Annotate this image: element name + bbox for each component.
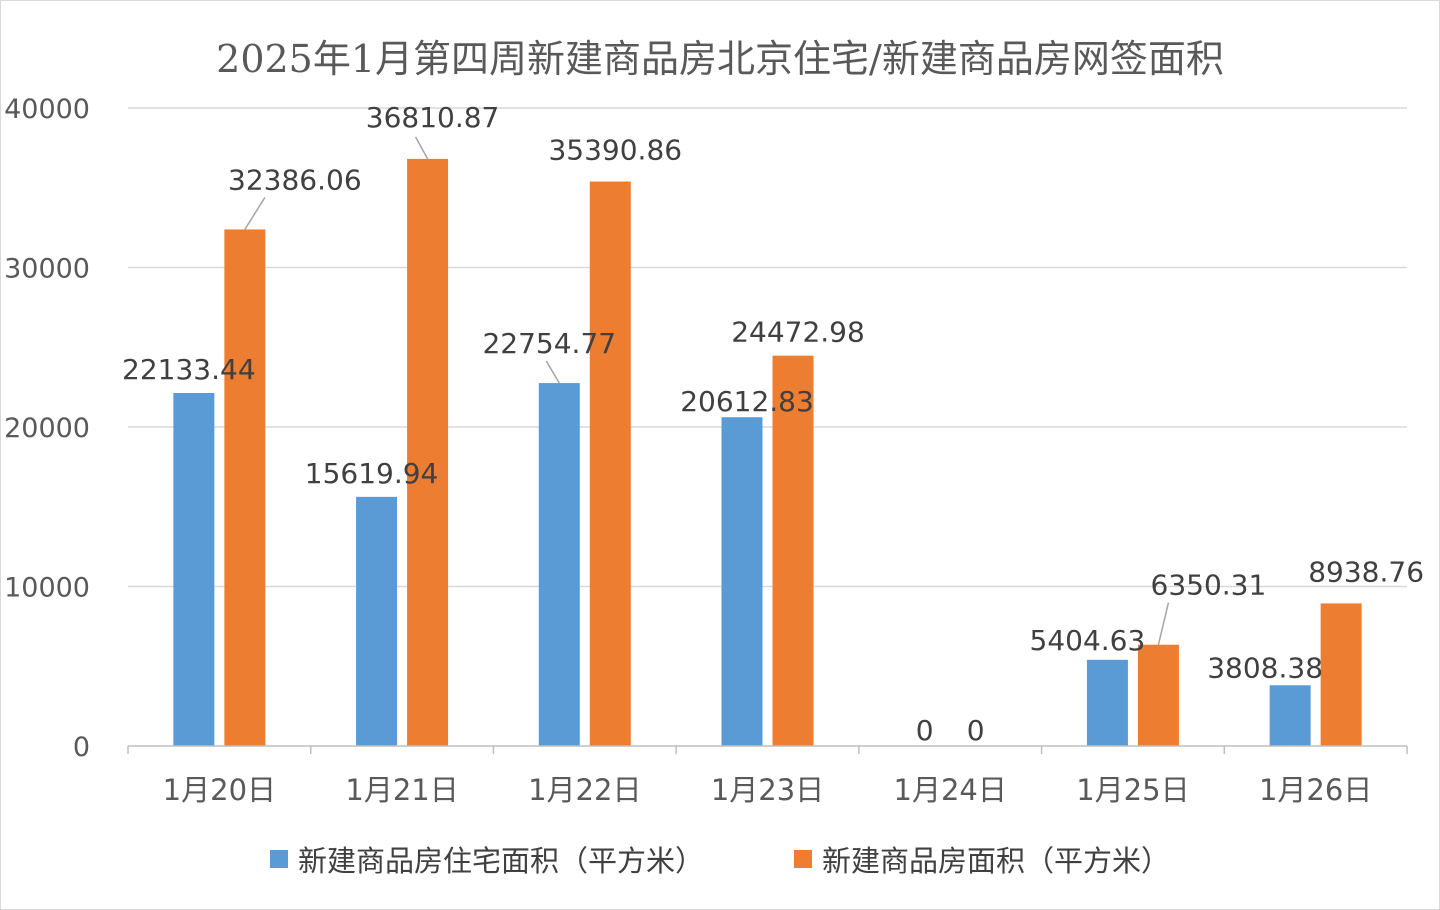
- data-label: 0: [967, 714, 985, 747]
- x-tick-label: 1月21日: [345, 773, 458, 807]
- x-tick-label: 1月26日: [1259, 773, 1372, 807]
- data-label: 22754.77: [482, 327, 616, 360]
- bar-residential: [1269, 685, 1311, 746]
- data-label-leader: [1157, 602, 1170, 645]
- data-label: 6350.31: [1151, 569, 1267, 602]
- bar-residential: [538, 383, 580, 746]
- bar-residential: [356, 496, 398, 746]
- legend-item-total: 新建商品房面积（平方米）: [794, 838, 1170, 880]
- bar-total: [1137, 644, 1179, 746]
- legend-swatch-total: [794, 850, 812, 868]
- x-tick-label: 1月25日: [1076, 773, 1189, 807]
- data-label: 15619.94: [305, 457, 439, 490]
- data-label: 36810.87: [366, 101, 500, 134]
- legend-label-total: 新建商品房面积（平方米）: [822, 844, 1171, 878]
- x-tick-label: 1月24日: [894, 773, 1007, 807]
- y-tick-label: 10000: [4, 573, 90, 604]
- x-tick-label: 1月23日: [711, 773, 824, 807]
- bar-total: [224, 229, 266, 747]
- bar-residential: [173, 392, 215, 746]
- y-tick-label: 40000: [4, 94, 90, 125]
- legend-label-residential: 新建商品房住宅面积（平方米）: [297, 844, 704, 878]
- data-label: 32386.06: [228, 163, 362, 196]
- y-tick-label: 20000: [4, 413, 90, 444]
- legend-item-residential: 新建商品房住宅面积（平方米）: [269, 838, 704, 880]
- bar-total: [1320, 603, 1362, 746]
- y-tick-label: 30000: [4, 254, 90, 285]
- data-label: 35390.86: [548, 134, 682, 167]
- data-label: 20612.83: [680, 385, 814, 418]
- data-label: 0: [916, 714, 934, 747]
- data-label: 5404.63: [1030, 624, 1146, 657]
- bar-total: [589, 181, 631, 747]
- data-label: 8938.76: [1308, 555, 1424, 588]
- bar-total: [407, 158, 449, 746]
- data-label: 3808.38: [1207, 651, 1323, 684]
- data-label-leader: [414, 136, 429, 160]
- bar-total: [772, 355, 814, 746]
- legend-swatch-residential: [269, 850, 288, 868]
- data-label-leader: [244, 197, 266, 230]
- data-label: 24472.98: [731, 316, 865, 349]
- x-tick-label: 1月22日: [528, 773, 641, 807]
- chart-title: 2025年1月第四周新建商品房北京住宅/新建商品房网签面积: [216, 37, 1224, 81]
- data-label-leader: [545, 360, 560, 384]
- bar-residential: [721, 417, 763, 746]
- bar-residential: [1086, 659, 1128, 746]
- legend: 新建商品房住宅面积（平方米） 新建商品房面积（平方米）: [0, 838, 1440, 880]
- y-tick-label: 0: [73, 732, 90, 763]
- x-tick-label: 1月20日: [163, 773, 276, 807]
- data-label: 22133.44: [122, 353, 256, 386]
